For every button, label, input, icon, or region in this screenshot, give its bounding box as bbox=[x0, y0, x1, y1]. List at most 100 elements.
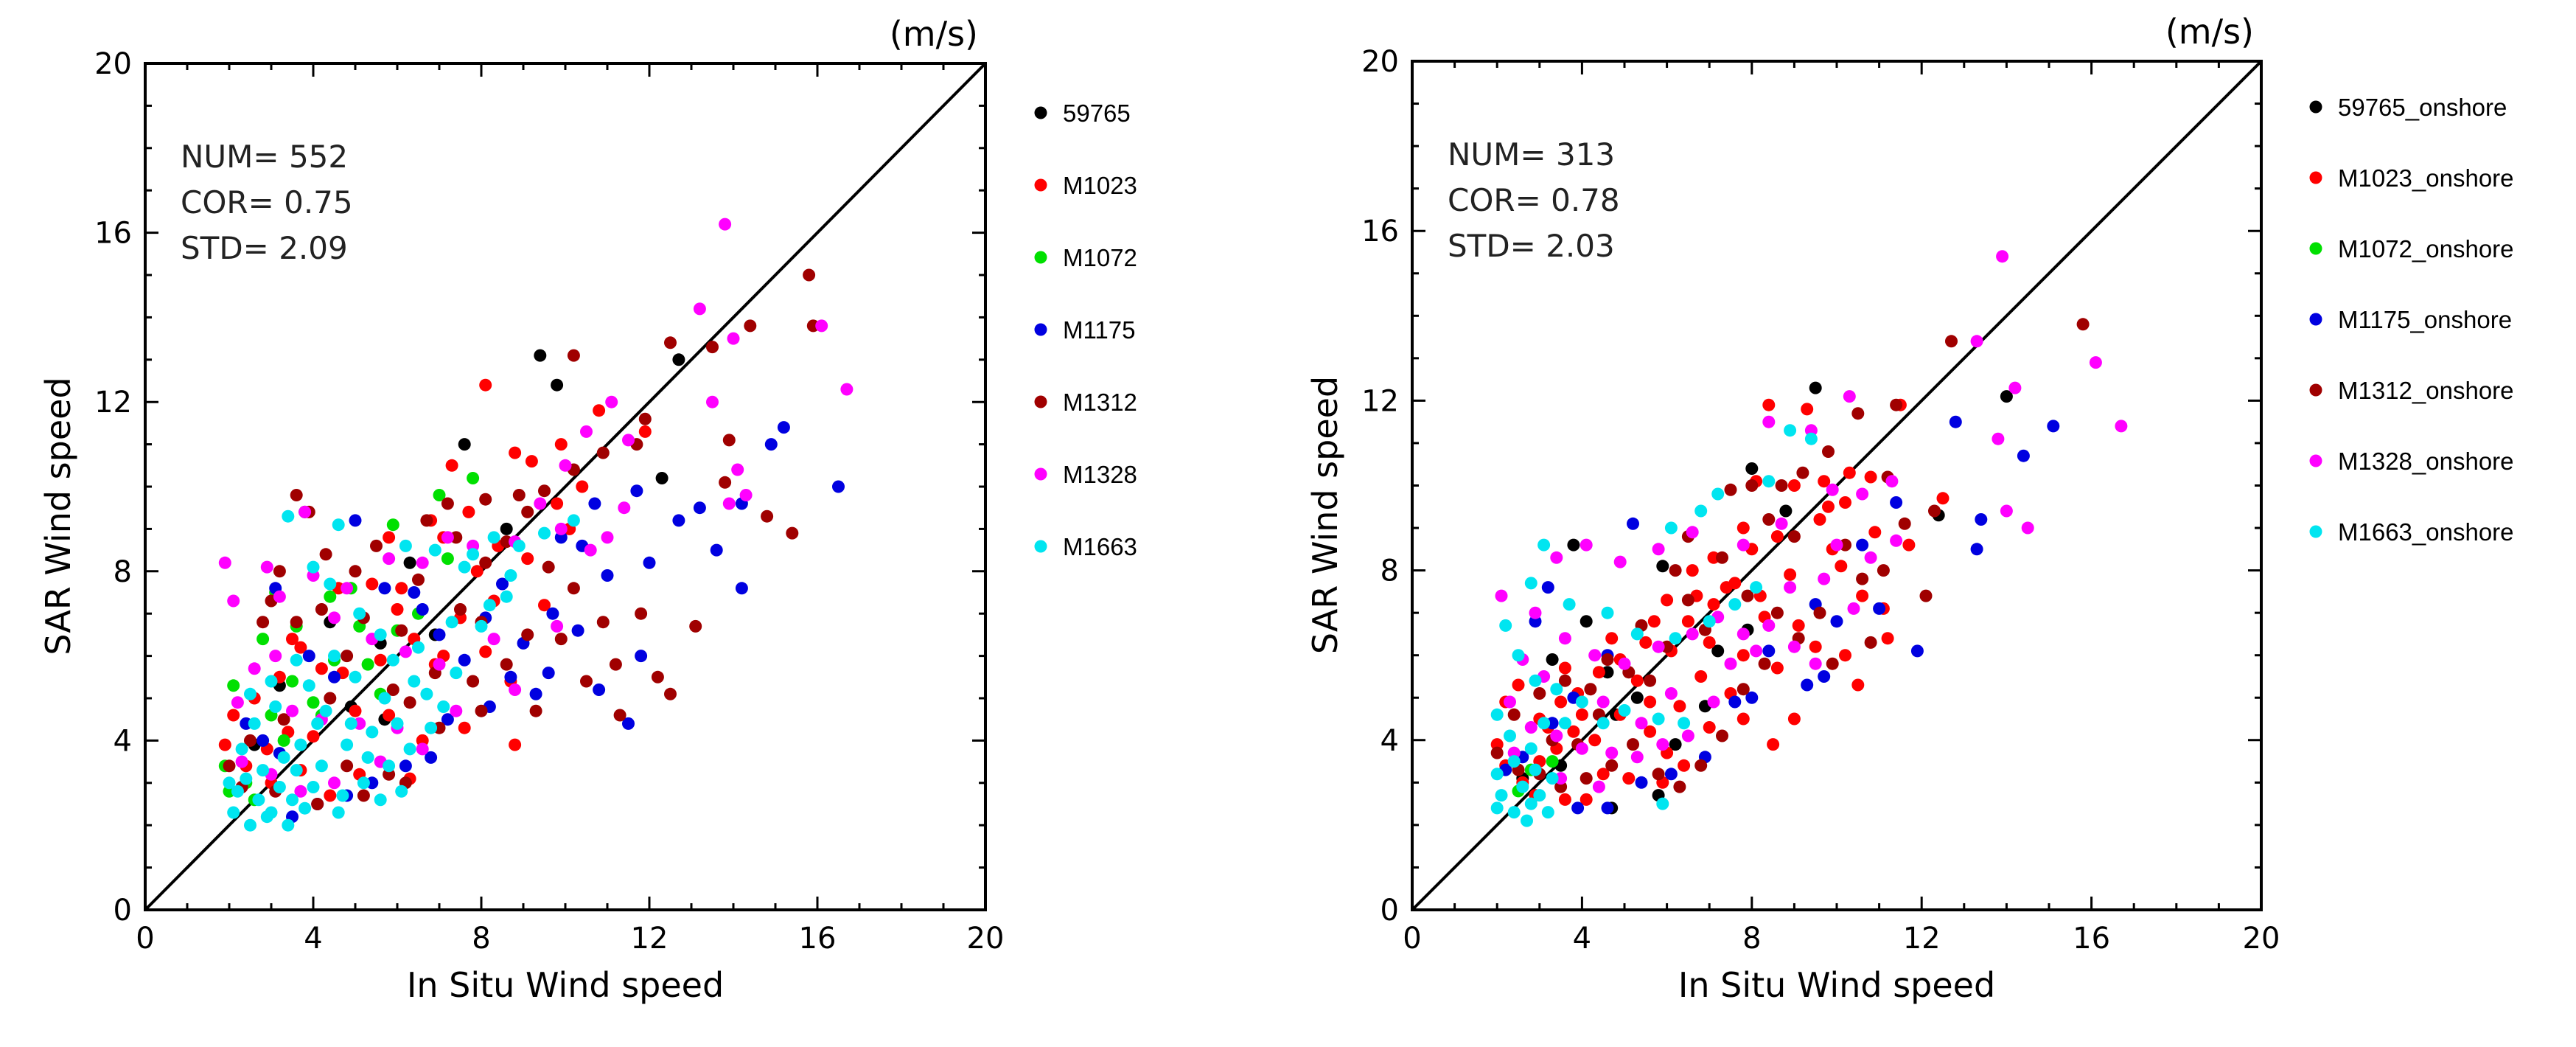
data-point bbox=[395, 785, 408, 798]
data-point bbox=[1639, 636, 1652, 649]
data-point bbox=[1678, 759, 1691, 772]
data-point bbox=[1669, 738, 1682, 751]
data-point bbox=[1686, 526, 1699, 539]
data-point bbox=[1770, 661, 1784, 675]
data-point bbox=[1890, 534, 1903, 547]
data-point bbox=[1507, 708, 1521, 721]
data-point bbox=[319, 704, 332, 717]
data-point bbox=[450, 704, 463, 717]
data-point bbox=[1822, 500, 1835, 513]
data-point bbox=[1847, 602, 1860, 615]
legend-label: 59765 bbox=[1063, 100, 1131, 127]
data-point bbox=[710, 543, 723, 557]
data-point bbox=[706, 341, 719, 354]
data-point bbox=[395, 582, 408, 595]
data-point bbox=[1885, 475, 1899, 488]
data-point bbox=[328, 650, 341, 663]
data-point bbox=[223, 776, 236, 790]
data-point bbox=[315, 759, 328, 773]
legend-label: M1175_onshore bbox=[2338, 306, 2512, 333]
data-point bbox=[1936, 492, 1950, 505]
data-point bbox=[1630, 691, 1644, 704]
data-point bbox=[315, 662, 328, 675]
data-point bbox=[1868, 526, 1882, 539]
data-point bbox=[391, 717, 404, 730]
data-point bbox=[764, 438, 778, 451]
legend-label: M1663_onshore bbox=[2338, 518, 2514, 546]
series-M1312_onshore bbox=[1490, 318, 2090, 793]
data-point bbox=[467, 675, 480, 688]
data-point bbox=[1575, 708, 1588, 721]
x-tick-label: 12 bbox=[1903, 922, 1941, 956]
x-tick-label: 12 bbox=[631, 922, 669, 956]
data-point bbox=[1541, 806, 1554, 819]
data-point bbox=[328, 776, 341, 790]
data-point bbox=[1890, 398, 1903, 411]
data-point bbox=[374, 793, 387, 807]
x-tick-label: 16 bbox=[799, 922, 837, 956]
legend-label: M1328 bbox=[1063, 461, 1137, 488]
data-point bbox=[441, 713, 454, 726]
data-point bbox=[294, 738, 307, 751]
data-point bbox=[1945, 335, 1958, 348]
data-point bbox=[1970, 335, 1983, 348]
data-point bbox=[731, 463, 744, 476]
data-point bbox=[357, 789, 370, 802]
data-point bbox=[1673, 700, 1686, 713]
data-point bbox=[672, 353, 685, 366]
data-point bbox=[613, 709, 626, 722]
data-point bbox=[542, 667, 555, 680]
data-point bbox=[1533, 687, 1546, 700]
data-point bbox=[1762, 415, 1776, 428]
data-point bbox=[361, 658, 374, 671]
legend-marker bbox=[2309, 383, 2322, 397]
legend-marker bbox=[1034, 106, 1047, 119]
data-point bbox=[218, 556, 231, 569]
data-point bbox=[601, 531, 614, 544]
data-point bbox=[635, 607, 648, 620]
data-point bbox=[2000, 390, 2013, 403]
data-point bbox=[399, 759, 412, 773]
data-point bbox=[1745, 479, 1759, 492]
data-point bbox=[470, 565, 484, 578]
data-point bbox=[2115, 420, 2128, 433]
data-point bbox=[1711, 644, 1725, 658]
data-point bbox=[475, 619, 488, 633]
data-point bbox=[244, 818, 256, 832]
data-point bbox=[1521, 814, 1533, 827]
data-point bbox=[458, 721, 471, 734]
data-point bbox=[1601, 653, 1614, 666]
data-point bbox=[445, 616, 458, 629]
data-point bbox=[1490, 768, 1504, 781]
data-point bbox=[525, 455, 538, 468]
data-point bbox=[1507, 806, 1521, 819]
data-point bbox=[302, 650, 315, 663]
x-tick-label: 20 bbox=[2243, 922, 2280, 956]
data-point bbox=[1758, 657, 1771, 670]
y-tick-label: 0 bbox=[114, 894, 132, 928]
data-point bbox=[1630, 674, 1644, 687]
data-point bbox=[416, 556, 429, 569]
data-point bbox=[500, 590, 513, 603]
data-point bbox=[1627, 738, 1639, 751]
data-point bbox=[1664, 521, 1678, 535]
data-point bbox=[1558, 632, 1571, 645]
data-point bbox=[1647, 615, 1661, 628]
data-point bbox=[467, 548, 480, 561]
data-point bbox=[1826, 657, 1839, 670]
data-point bbox=[496, 577, 509, 591]
data-point bbox=[235, 742, 248, 756]
data-point bbox=[1839, 496, 1851, 509]
data-point bbox=[722, 434, 736, 447]
data-point bbox=[1656, 797, 1669, 810]
data-point bbox=[1529, 606, 1542, 619]
data-point bbox=[1694, 504, 1708, 518]
data-point bbox=[408, 675, 421, 688]
data-point bbox=[1970, 543, 1983, 556]
stat-line: NUM= 313 bbox=[1448, 136, 1615, 173]
unit-label: (m/s) bbox=[2165, 12, 2254, 52]
data-point bbox=[1864, 636, 1877, 649]
legend-label: M1023 bbox=[1063, 172, 1137, 199]
data-point bbox=[1949, 415, 1962, 428]
x-axis-label: In Situ Wind speed bbox=[1678, 965, 1995, 1005]
